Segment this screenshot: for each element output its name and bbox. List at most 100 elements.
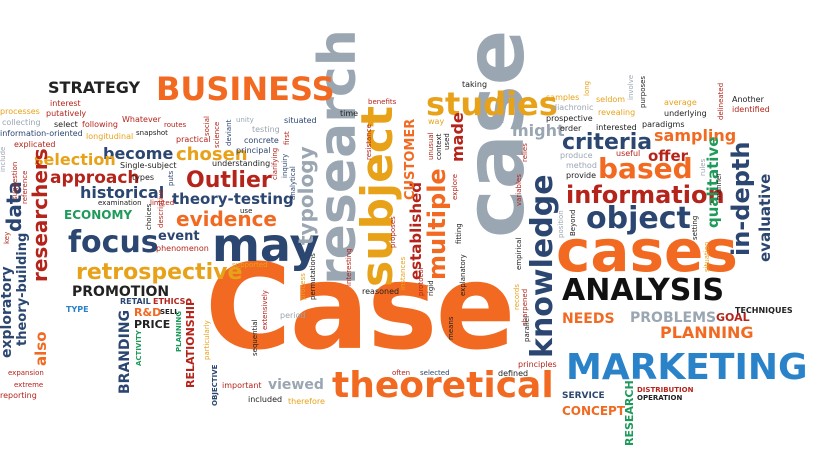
- word-approach: approach: [50, 168, 140, 188]
- word-method: method: [566, 161, 597, 170]
- word-multiple: multiple: [423, 168, 451, 280]
- word-interested: interested: [596, 123, 637, 132]
- word-therefore: therefore: [288, 397, 325, 406]
- word-samples: samples: [546, 93, 580, 102]
- word-service: SERVICE: [562, 391, 605, 401]
- word-paradigms: paradigms: [642, 120, 685, 129]
- word-unusual: unusual: [427, 132, 435, 160]
- word-in-depth: in-depth: [727, 141, 755, 256]
- word-promotion: PROMOTION: [72, 284, 170, 300]
- word-retrospective: retrospective: [76, 260, 243, 285]
- word-putatively: putatively: [46, 109, 87, 118]
- word-longitudinal: longitudinal: [86, 132, 134, 141]
- word-process: process: [299, 273, 307, 300]
- word-used: used: [443, 133, 451, 150]
- word-provide: provide: [566, 171, 597, 180]
- word-average: average: [664, 98, 697, 107]
- word-extreme: extreme: [14, 381, 44, 389]
- word-supported: supported: [232, 261, 268, 269]
- word-event: event: [158, 229, 200, 244]
- word-taking: taking: [462, 80, 488, 89]
- word-case-large: Case: [205, 238, 515, 376]
- word-fitting: fitting: [455, 223, 463, 244]
- word-theory-building: theory-building: [15, 232, 30, 346]
- word-outlier: Outlier: [186, 168, 272, 193]
- word-included: included: [248, 395, 283, 404]
- word-suggestion: suggestion: [11, 161, 19, 200]
- word-reference: reference: [21, 170, 29, 204]
- word-based: based: [598, 152, 693, 185]
- word-explicated: explicated: [14, 140, 56, 149]
- word-underlying: underlying: [664, 109, 707, 118]
- word-instances: instances: [399, 256, 407, 290]
- word-collecting: collecting: [2, 118, 41, 127]
- word-delineated: delineated: [717, 82, 725, 120]
- word-records: records: [513, 283, 521, 310]
- word-prospective: prospective: [546, 114, 593, 123]
- word-sequential: sequential: [251, 319, 259, 356]
- word-snapshot: snapshot: [136, 129, 168, 137]
- word-planning-small: PLANNING: [175, 311, 183, 352]
- word-interest: interest: [50, 99, 81, 108]
- word-permutations: permutations: [309, 253, 317, 300]
- word-reporting: reporting: [0, 391, 37, 400]
- word-practical: practical: [176, 135, 211, 144]
- word-key: key: [3, 231, 11, 244]
- word-object: object: [586, 201, 691, 236]
- word-inquiry: inquiry: [281, 153, 289, 178]
- word-choices: choices: [145, 203, 153, 230]
- word-future: future: [480, 116, 505, 125]
- word-produce: produce: [560, 151, 593, 160]
- word-following: following: [82, 120, 118, 129]
- word-understanding: understanding: [212, 159, 271, 168]
- word-defined: defined: [498, 369, 529, 378]
- word-situated: situated: [284, 116, 317, 125]
- word-retail: RETAIL: [120, 297, 151, 306]
- word-principal: principal: [236, 146, 271, 155]
- word-science: science: [213, 121, 221, 148]
- word-puts: puts: [167, 170, 175, 186]
- word-economy: ECONOMY: [64, 208, 133, 222]
- word-information: information: [566, 181, 725, 209]
- word-chosen: chosen: [176, 144, 248, 165]
- word-subject: subject: [352, 105, 403, 287]
- word-objective: OBJECTIVE: [211, 364, 219, 406]
- word-involve: involve: [627, 74, 635, 100]
- word-beyond: Beyond: [569, 209, 577, 236]
- word-concrete: concrete: [244, 136, 279, 145]
- word-interesting: interesting: [345, 248, 353, 286]
- word-focus: focus: [68, 225, 159, 260]
- word-problems: PROBLEMS: [630, 310, 717, 326]
- word-activity: ACTIVITY: [135, 330, 143, 366]
- word-limited: limited: [150, 199, 175, 207]
- word-ethics: ETHICS: [153, 297, 186, 306]
- word-protocol: protocol: [417, 267, 425, 296]
- word-diachronic: diachronic: [552, 103, 594, 112]
- word-position: position: [557, 210, 565, 238]
- word-resistance: resistance: [365, 124, 373, 160]
- word-proposes: proposes: [389, 216, 397, 248]
- word-revealing: revealing: [598, 108, 636, 117]
- word-researchers: researchers: [28, 148, 52, 282]
- word-identified: identified: [732, 105, 770, 114]
- word-analysis: ANALYSIS: [562, 273, 725, 308]
- word-seldom: seldom: [596, 95, 626, 104]
- word-historical: historical: [80, 183, 165, 202]
- word-important: important: [222, 381, 262, 390]
- word-distribution: DISTRIBUTION: [637, 386, 694, 394]
- word-criteria: criteria: [562, 130, 653, 155]
- word-exploratory: exploratory: [0, 266, 15, 358]
- word-useful: useful: [616, 149, 641, 158]
- word-operation: OPERATION: [637, 394, 683, 402]
- word-select: select: [54, 120, 78, 129]
- word-processes: processes: [0, 107, 40, 116]
- word-relies: relies: [521, 143, 529, 162]
- word-use: use: [240, 207, 253, 215]
- word-situation: situation: [703, 241, 711, 272]
- word-extensively: extensively: [261, 290, 269, 330]
- word-studies: studies: [426, 85, 558, 123]
- word-evaluative: evaluative: [756, 173, 774, 262]
- word-descriptive: descriptive: [157, 189, 165, 228]
- word-relationship: RELATIONSHIP: [184, 297, 197, 388]
